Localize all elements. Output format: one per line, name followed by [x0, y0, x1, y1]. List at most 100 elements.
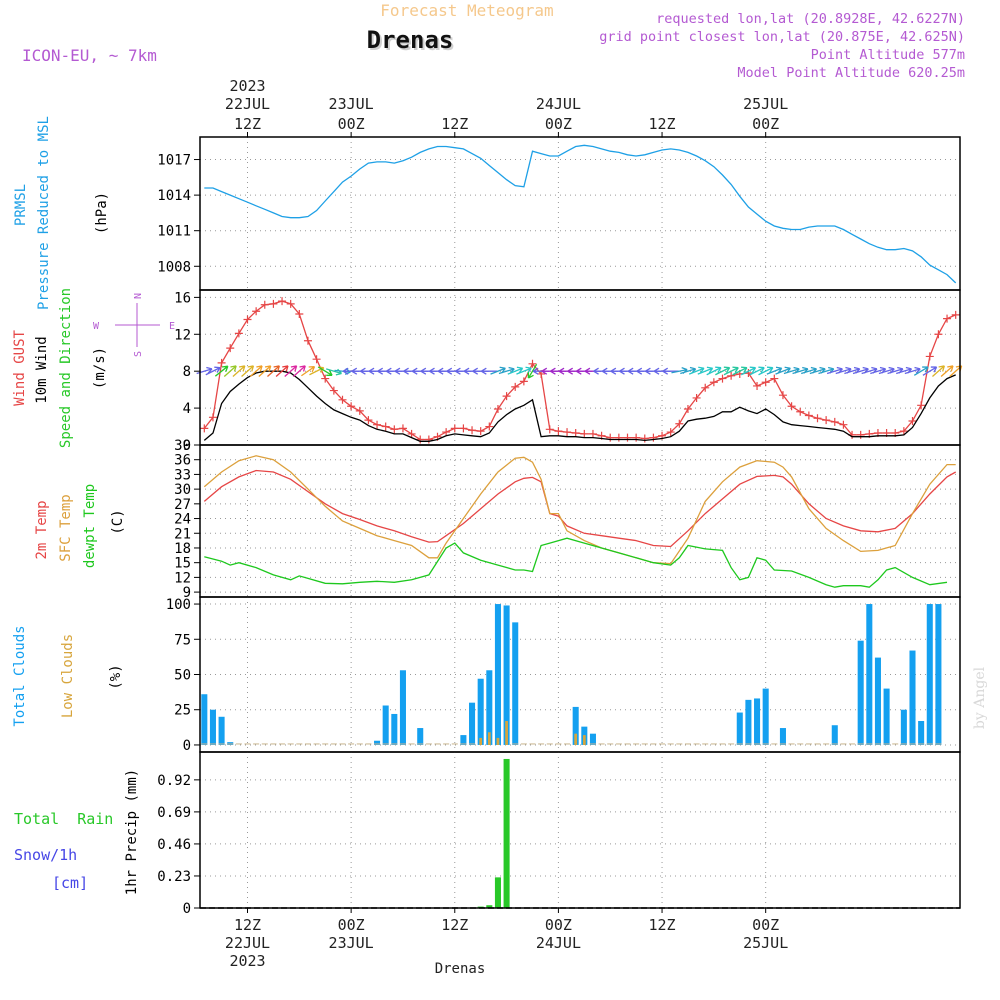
- wind-arrow: [301, 365, 316, 377]
- model-label: ICON-EU, ~ 7km: [22, 46, 157, 65]
- x-tick-label-bottom: 12Z: [234, 916, 261, 934]
- gust-marker: [338, 395, 347, 404]
- x-tick-label-bottom: 00Z: [752, 916, 779, 934]
- page-title: Drenas: [369, 28, 456, 56]
- gust-marker: [718, 374, 727, 383]
- wind-arrow: [223, 365, 237, 378]
- gust-marker: [614, 433, 623, 442]
- bar: [589, 733, 596, 745]
- bar: [572, 706, 579, 745]
- bar: [469, 702, 476, 745]
- y-tick-label: 0.69: [157, 805, 191, 821]
- bar: [883, 688, 890, 745]
- gust-marker: [450, 424, 459, 433]
- gust-marker: [217, 358, 226, 367]
- bar: [417, 728, 424, 745]
- x-year-label-top: 2023: [229, 77, 265, 95]
- panel-frame: [199, 751, 961, 909]
- y-tick-label: 18: [174, 541, 191, 557]
- gust-marker: [407, 429, 416, 438]
- gust-marker: [355, 406, 364, 415]
- wind-arrow: [758, 366, 774, 376]
- bar: [503, 758, 510, 908]
- x-tick-label-top: 12Z: [648, 115, 675, 133]
- grid-point-location: grid point closest lon,lat (20.875E, 42.…: [599, 29, 965, 45]
- bar: [745, 699, 752, 745]
- wind-arrow: [527, 363, 538, 379]
- gust-marker: [398, 424, 407, 433]
- series-line: [203, 370, 956, 442]
- gust-marker: [364, 416, 373, 425]
- snow-unit-label: [cm]: [52, 874, 88, 892]
- gust-marker: [822, 416, 831, 425]
- y-tick-label: 16: [174, 290, 191, 306]
- y-tick-label: 0: [183, 438, 191, 454]
- ms-label: (m/s): [92, 347, 108, 389]
- wind-arrow: [715, 366, 731, 376]
- bar: [779, 728, 786, 745]
- y-tick-label: 25: [174, 703, 191, 719]
- point-altitude: Point Altitude 577m: [811, 47, 965, 63]
- series-line: [203, 469, 957, 548]
- wind-arrow: [284, 365, 298, 378]
- low-clouds-label: Low Clouds: [60, 634, 76, 718]
- gust-marker: [761, 378, 770, 387]
- gust-marker: [303, 336, 312, 345]
- sfc-temp-label: SFC Temp: [58, 494, 74, 561]
- y-tick-label: 0.92: [157, 773, 191, 789]
- wind-arrow: [507, 366, 524, 375]
- compass-indicator: N S W E: [93, 293, 175, 357]
- wind-arrow: [932, 365, 945, 378]
- bar: [477, 678, 484, 745]
- x-tick-label-bottom: 12Z: [648, 916, 675, 934]
- gust-marker: [278, 297, 287, 306]
- x-tick-label-top: 00Z: [752, 115, 779, 133]
- bar: [479, 737, 483, 745]
- bar: [460, 735, 467, 745]
- bar: [487, 732, 491, 745]
- gust-marker: [260, 300, 269, 309]
- plot-layer: 1008101110141017048121691215182124273033…: [157, 77, 963, 970]
- y-tick-label: 0: [183, 901, 191, 917]
- gust-marker: [442, 428, 451, 437]
- gust-marker: [295, 309, 304, 318]
- y-tick-label: 12: [174, 570, 191, 586]
- dewpt-temp-label: dewpt Temp: [82, 484, 98, 568]
- y-tick-label: 1008: [157, 259, 191, 275]
- gust-marker: [675, 419, 684, 428]
- y-tick-label: 8: [183, 364, 191, 380]
- wind-arrow: [480, 367, 498, 375]
- gust-marker: [554, 427, 563, 436]
- gust-marker: [571, 429, 580, 438]
- gust-marker: [787, 402, 796, 411]
- gust-marker: [329, 386, 338, 395]
- y-tick-label: 50: [174, 668, 191, 684]
- wind-arrow: [196, 366, 213, 375]
- gust-marker: [908, 417, 917, 426]
- wind-arrow: [326, 368, 343, 376]
- snow-label: Snow/1h: [14, 846, 77, 864]
- bar: [503, 605, 510, 745]
- wind-arrow: [940, 365, 954, 378]
- bar: [926, 604, 933, 745]
- gust-marker: [390, 425, 399, 434]
- chart-title: Drenas: [367, 26, 454, 54]
- gust-marker: [813, 414, 822, 423]
- wind-speed-dir-label: Speed and Direction: [58, 288, 74, 448]
- percent-label: (%): [108, 664, 124, 689]
- gust-marker: [649, 433, 658, 442]
- y-tick-label: 9: [183, 585, 191, 601]
- gust-marker: [943, 314, 952, 323]
- bar: [218, 716, 225, 745]
- wind-arrow: [775, 366, 791, 375]
- gust-marker: [899, 427, 908, 436]
- bar: [201, 694, 208, 745]
- bar: [486, 905, 493, 908]
- gust-marker: [226, 344, 235, 353]
- x-tick-label-bottom: 12Z: [441, 916, 468, 934]
- bar: [391, 713, 398, 745]
- prmsl-label: PRMSL: [13, 184, 29, 226]
- wind-arrow: [267, 365, 280, 378]
- wind-arrow: [740, 366, 757, 376]
